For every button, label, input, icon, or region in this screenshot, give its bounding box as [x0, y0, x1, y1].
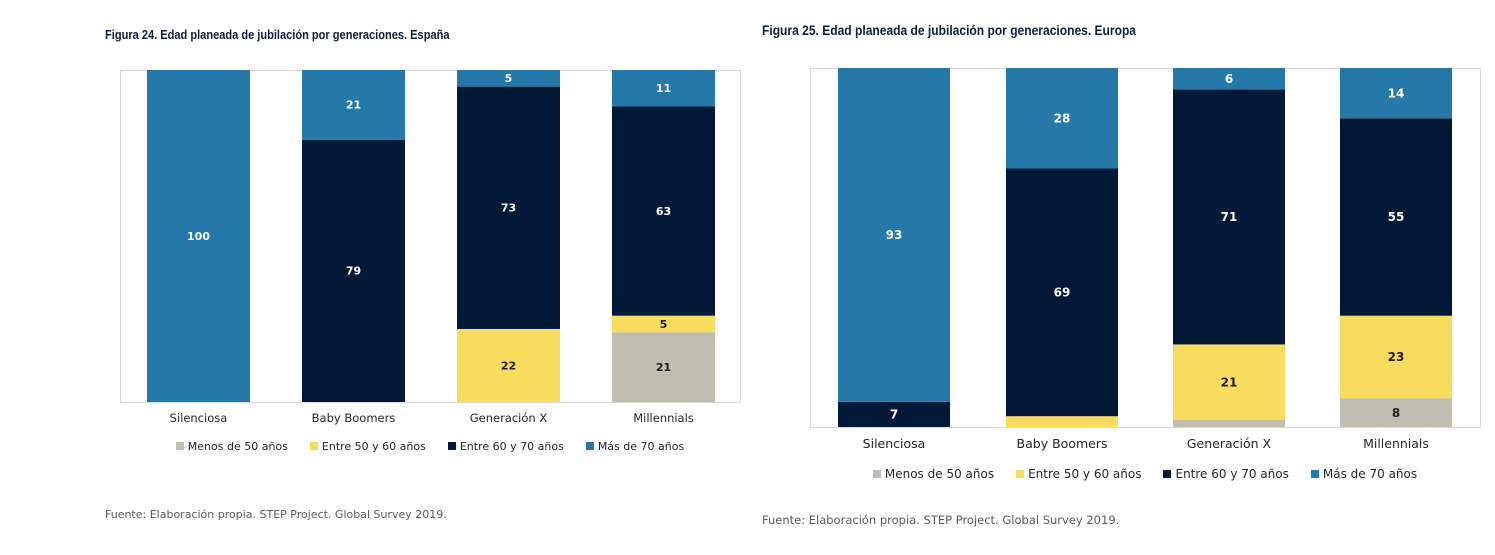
- legend-swatch: [447, 442, 456, 450]
- legend-swatch: [1163, 470, 1172, 478]
- data-label: 5: [660, 318, 668, 331]
- category-label: Generación X: [470, 411, 548, 425]
- bar-segment-baby-boomers-mas-de-70-anos: [1006, 68, 1118, 169]
- data-label: 21: [656, 361, 671, 374]
- data-label: 93: [886, 228, 903, 242]
- bar-segment-baby-boomers-mas-de-70-anos: [302, 70, 405, 140]
- data-label: 79: [346, 265, 361, 278]
- chart-figure-25: 7 93 Silenciosa 69 28 Baby Boomers 21 71 6 Genera…: [810, 68, 1481, 451]
- data-label: 14: [1388, 86, 1405, 100]
- legend-swatch: [175, 442, 184, 450]
- legend-item-mas-de-70: Más de 70 años: [1310, 467, 1418, 481]
- category-label: Baby Boomers: [1017, 436, 1108, 451]
- legend-swatch: [1310, 470, 1319, 478]
- data-label: 6: [1225, 72, 1233, 86]
- legend-swatch: [309, 442, 318, 450]
- bar-segment-silenciosa-mas-de-70-anos: [147, 70, 250, 402]
- data-label: 5: [505, 72, 513, 85]
- legend-item-entre-60-y-70: Entre 60 y 70 años: [1163, 467, 1289, 481]
- legend-espana: Menos de 50 años Entre 50 y 60 años Entr…: [120, 438, 740, 454]
- legend-label: Entre 50 y 60 años: [321, 439, 426, 453]
- category-label: Silenciosa: [863, 436, 926, 451]
- legend-europa: Menos de 50 años Entre 50 y 60 años Entr…: [810, 466, 1480, 482]
- data-label: 73: [501, 202, 516, 215]
- bar-segment-millennials-mas-de-70-anos: [612, 70, 715, 107]
- bar-segment-silenciosa-entre-60-y-70-anos: [838, 401, 950, 427]
- data-label: 11: [656, 82, 671, 95]
- category-label: Baby Boomers: [312, 411, 396, 425]
- data-label: 55: [1388, 210, 1405, 224]
- legend-item-entre-50-y-60: Entre 50 y 60 años: [1016, 467, 1141, 481]
- bar-segment-millennials-menos-de-50-anos: [612, 332, 715, 402]
- data-label: 71: [1221, 210, 1238, 224]
- bar-segment-generacion-x-entre-60-y-70-anos: [457, 86, 560, 329]
- data-label: 7: [890, 408, 898, 422]
- figure-24-source: Fuente: Elaboración propia. STEP Project…: [105, 508, 447, 521]
- data-label: 63: [656, 205, 671, 218]
- bar-segment-baby-boomers-entre-60-y-70-anos: [302, 139, 405, 402]
- legend-label: Entre 60 y 70 años: [459, 439, 564, 453]
- chart-figure-24: 100 Silenciosa 79 21 Baby Boomers 22 73 5 Genera…: [120, 70, 741, 425]
- bar-segment-millennials-menos-de-50-anos: [1340, 398, 1452, 427]
- legend-item-menos-de-50: Menos de 50 años: [872, 467, 995, 481]
- legend-item-menos-de-50: Menos de 50 años: [175, 439, 288, 453]
- data-label: 21: [1221, 375, 1238, 389]
- data-label: 69: [1054, 286, 1071, 300]
- bar-segment-millennials-mas-de-70-anos: [1340, 68, 1452, 119]
- bar-segment-baby-boomers-entre-60-y-70-anos: [1006, 168, 1118, 417]
- legend-label: Más de 70 años: [597, 439, 685, 453]
- data-label: 100: [187, 230, 210, 243]
- data-label: 23: [1388, 350, 1405, 364]
- legend-swatch: [1016, 470, 1025, 478]
- bar-segment-generacion-x-menos-de-50-anos: [1173, 419, 1285, 427]
- legend-item-entre-60-y-70: Entre 60 y 70 años: [447, 439, 564, 453]
- data-label: 22: [501, 359, 516, 372]
- legend-item-mas-de-70: Más de 70 años: [585, 439, 685, 453]
- bar-segment-millennials-entre-50-y-60-anos: [612, 315, 715, 333]
- data-label: 8: [1392, 406, 1400, 420]
- bar-segment-silenciosa-mas-de-70-anos: [838, 68, 950, 402]
- category-label: Silenciosa: [170, 411, 228, 425]
- legend-label: Menos de 50 años: [187, 439, 288, 453]
- category-label: Millennials: [633, 411, 694, 425]
- bar-segment-millennials-entre-60-y-70-anos: [612, 106, 715, 316]
- legend-label: Entre 50 y 60 años: [1028, 467, 1142, 481]
- figure-25-source: Fuente: Elaboración propia. STEP Project…: [762, 513, 1120, 527]
- bar-segment-millennials-entre-60-y-70-anos: [1340, 118, 1452, 316]
- legend-label: Menos de 50 años: [884, 467, 995, 481]
- bar-segment-generacion-x-entre-50-y-60-anos: [1173, 344, 1285, 420]
- category-label: Generación X: [1187, 436, 1272, 451]
- legend-label: Entre 60 y 70 años: [1175, 467, 1289, 481]
- bar-segment-generacion-x-entre-50-y-60-anos: [457, 328, 560, 402]
- legend-label: Más de 70 años: [1322, 467, 1418, 481]
- bar-segment-generacion-x-entre-60-y-70-anos: [1173, 89, 1285, 345]
- data-label: 21: [346, 99, 361, 112]
- figure-25-title: Figura 25. Edad planeada de jubilación p…: [762, 22, 1137, 38]
- figure-24-title: Figura 24. Edad planeada de jubilación p…: [105, 27, 450, 42]
- bar-segment-generacion-x-mas-de-70-anos: [1173, 68, 1285, 90]
- legend-swatch: [872, 470, 881, 478]
- legend-swatch: [585, 442, 594, 450]
- bar-segment-millennials-entre-50-y-60-anos: [1340, 315, 1452, 399]
- data-label: 28: [1054, 111, 1071, 125]
- bar-segment-generacion-x-mas-de-70-anos: [457, 70, 560, 87]
- category-label: Millennials: [1363, 436, 1429, 451]
- bar-segment-baby-boomers-entre-50-y-60-anos: [1006, 416, 1118, 427]
- legend-item-entre-50-y-60: Entre 50 y 60 años: [309, 439, 426, 453]
